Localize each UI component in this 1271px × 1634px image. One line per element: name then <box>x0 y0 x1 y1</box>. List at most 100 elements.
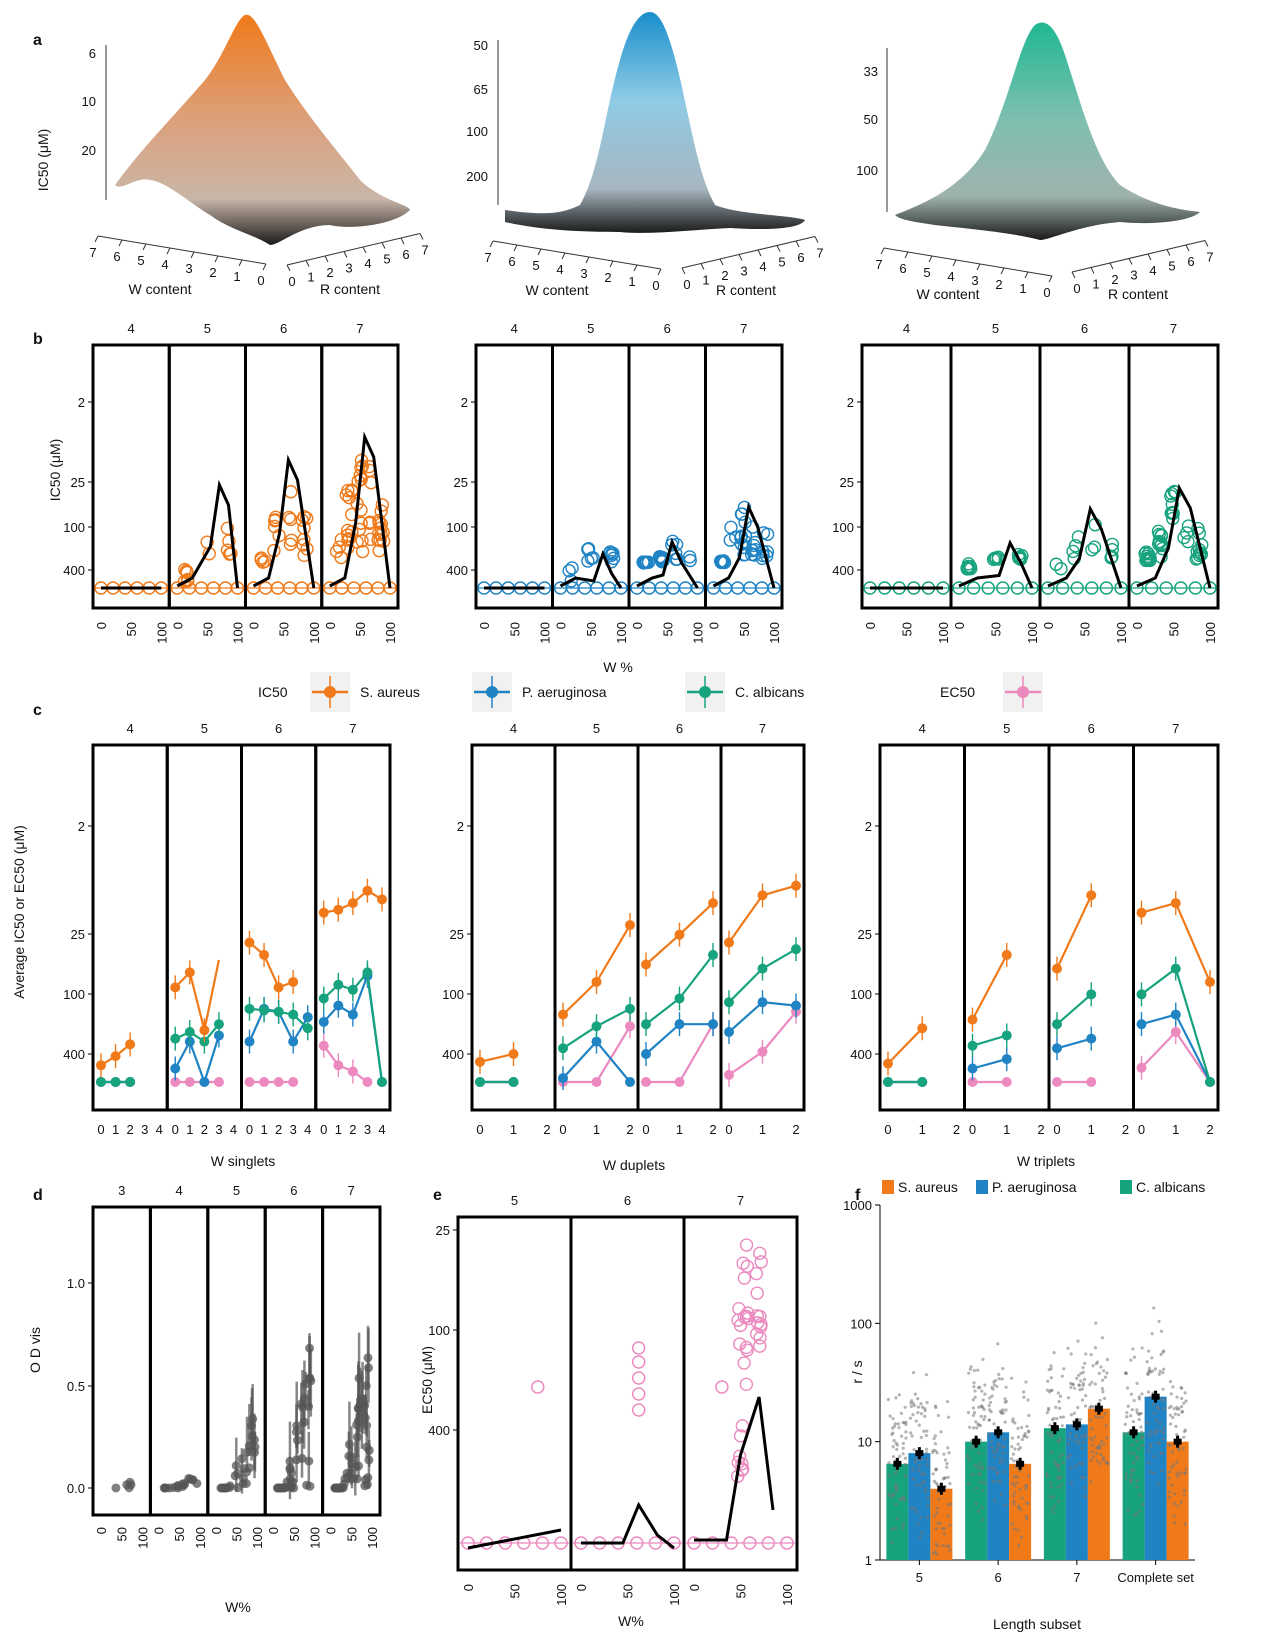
data-point-s_aureus <box>199 1025 210 1036</box>
w-axis-line <box>492 240 662 270</box>
strip-label: 6 <box>676 721 683 736</box>
jitter-point <box>995 1470 1000 1474</box>
jitter-point <box>1080 1435 1084 1439</box>
jitter-point <box>1047 1408 1051 1412</box>
data-point <box>375 498 390 512</box>
data-point <box>1181 534 1195 549</box>
jitter-point <box>948 1502 952 1506</box>
jitter-point <box>924 1373 929 1377</box>
f-x-tick-label: Complete set <box>1117 1570 1194 1585</box>
data-point <box>349 1473 359 1483</box>
data-point-ec50 <box>184 1077 195 1087</box>
jitter-point <box>1133 1513 1137 1517</box>
jitter-point <box>1167 1476 1171 1480</box>
jitter-point <box>1180 1396 1184 1401</box>
data-point <box>301 1379 311 1389</box>
data-point-s_aureus <box>273 982 284 993</box>
series-line-p_aeruginosa <box>1056 1037 1092 1050</box>
jitter-point <box>1149 1445 1153 1449</box>
jitter-point <box>1083 1495 1087 1499</box>
data-point-ec50 <box>244 1077 255 1087</box>
data-point <box>715 1380 729 1394</box>
data-point-ec50 <box>1086 1077 1097 1087</box>
strip-label: 5 <box>593 721 600 736</box>
f-legend-label: C. albicans <box>1136 1179 1205 1195</box>
jitter-point <box>1025 1435 1029 1439</box>
data-point <box>636 555 651 570</box>
data-point-ec50 <box>318 1040 329 1051</box>
jitter-point <box>1009 1457 1013 1461</box>
jitter-point <box>1170 1483 1174 1487</box>
data-point <box>682 550 697 564</box>
data-point <box>562 564 576 578</box>
data-point-p_aeruginosa <box>967 1063 978 1074</box>
jitter-point <box>1013 1447 1017 1451</box>
jitter-point <box>916 1411 920 1415</box>
jitter-point <box>1093 1346 1098 1350</box>
jitter-point <box>971 1398 975 1402</box>
bar-mean <box>915 1450 924 1457</box>
bar-s_aureus <box>930 1488 953 1560</box>
data-point-p_aeruginosa <box>674 1019 685 1030</box>
jitter-point <box>1066 1346 1070 1350</box>
jitter-point <box>909 1401 913 1405</box>
x-tick-label: 4 <box>156 1122 163 1137</box>
jitter-point <box>911 1401 915 1405</box>
jitter-point <box>1149 1430 1153 1434</box>
y-tick-label: 2 <box>78 819 85 834</box>
jitter-point <box>1130 1443 1134 1447</box>
jitter-point <box>1095 1360 1100 1364</box>
jitter-point <box>931 1472 935 1476</box>
data-point <box>297 1453 307 1463</box>
f-legend-swatch-p_aeruginosa <box>976 1180 988 1194</box>
jitter-point <box>898 1454 902 1458</box>
bar-c_albicans <box>886 1463 909 1560</box>
jitter-point <box>1024 1380 1028 1384</box>
r-axis-tick-label: 4 <box>1149 263 1156 278</box>
data-point <box>372 513 386 528</box>
jitter-point <box>1172 1501 1177 1506</box>
jitter-point <box>1053 1459 1057 1464</box>
jitter-point <box>890 1527 894 1531</box>
jitter-point <box>983 1383 987 1387</box>
strip-label: 6 <box>1088 721 1095 736</box>
jitter-point <box>917 1468 921 1472</box>
x-tick-label: 0 <box>630 622 645 629</box>
jitter-point <box>1083 1404 1088 1408</box>
series-line-s_aureus <box>174 959 220 1031</box>
r-axis-tick <box>719 258 724 266</box>
data-point <box>304 1402 314 1412</box>
bar-p_aeruginosa <box>1065 1424 1088 1560</box>
series-line-s_aureus <box>1056 894 1093 970</box>
jitter-point <box>982 1407 986 1412</box>
jitter-point <box>1084 1352 1088 1356</box>
data-point-c_albicans <box>288 1009 299 1020</box>
jitter-point <box>893 1471 897 1475</box>
jitter-point <box>1012 1502 1016 1506</box>
x-tick-label: 0 <box>172 1122 179 1137</box>
jitter-point <box>999 1410 1003 1414</box>
facet-frame <box>878 743 966 1112</box>
jitter-point <box>911 1468 915 1472</box>
bar-mean <box>937 1485 946 1492</box>
jitter-point <box>1059 1415 1063 1419</box>
data-point-s_aureus <box>967 1014 978 1025</box>
jitter-point <box>1012 1527 1016 1531</box>
data-point-c_albicans <box>184 1027 195 1038</box>
jitter-point <box>904 1436 908 1440</box>
bar-c_albicans <box>1043 1428 1066 1560</box>
jitter-point <box>1147 1366 1152 1370</box>
data-point <box>754 1255 768 1269</box>
jitter-point <box>1051 1495 1056 1499</box>
w-axis-tick-label: 5 <box>532 258 539 273</box>
jitter-point <box>1081 1366 1085 1370</box>
surface-3-zt-1: 50 <box>864 112 878 127</box>
jitter-point <box>898 1498 902 1502</box>
jitter-point <box>1026 1430 1031 1434</box>
jitter-point <box>915 1510 919 1514</box>
data-point <box>222 534 236 548</box>
